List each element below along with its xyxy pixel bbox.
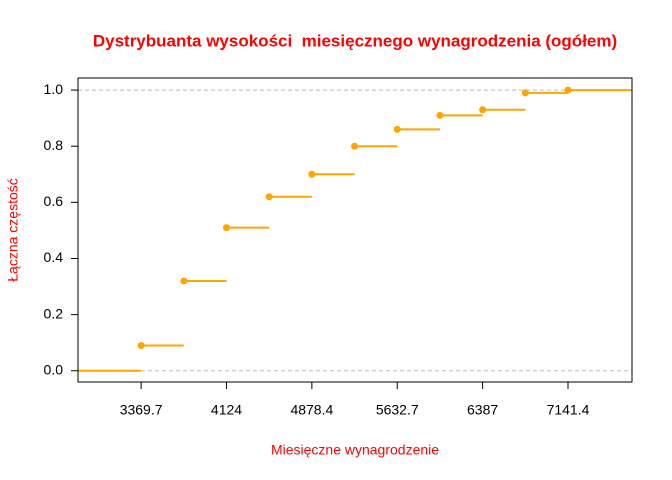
y-tick-label: 0.4 <box>44 249 64 265</box>
chart-title: Dystrybuanta wysokości miesięcznego wyna… <box>93 31 617 50</box>
x-tick-label: 4124 <box>211 402 242 418</box>
y-tick-label: 0.2 <box>44 305 64 321</box>
step-point <box>564 86 572 94</box>
step-point <box>479 106 487 114</box>
x-tick-label: 5632.7 <box>376 402 419 418</box>
y-tick-label: 0.8 <box>44 137 64 153</box>
step-point <box>308 170 316 178</box>
y-tick-label: 1.0 <box>44 81 64 97</box>
x-tick-label: 7141.4 <box>547 402 590 418</box>
step-point <box>436 111 444 119</box>
step-point <box>137 342 145 350</box>
step-point <box>393 125 401 133</box>
x-tick-label: 6387 <box>467 402 498 418</box>
step-point <box>265 193 273 201</box>
x-tick-label: 3369.7 <box>120 402 163 418</box>
step-point <box>180 277 188 285</box>
step-point <box>521 89 529 97</box>
plot-frame <box>77 77 633 383</box>
x-axis-label: Miesięczne wynagrodzenie <box>271 442 439 458</box>
step-point <box>351 142 359 150</box>
y-tick-label: 0.6 <box>44 193 64 209</box>
y-axis-label: Łączna częstość <box>5 178 21 282</box>
y-tick-label: 0.0 <box>44 361 64 377</box>
step-point <box>222 224 230 232</box>
x-tick-label: 4878.4 <box>290 402 333 418</box>
